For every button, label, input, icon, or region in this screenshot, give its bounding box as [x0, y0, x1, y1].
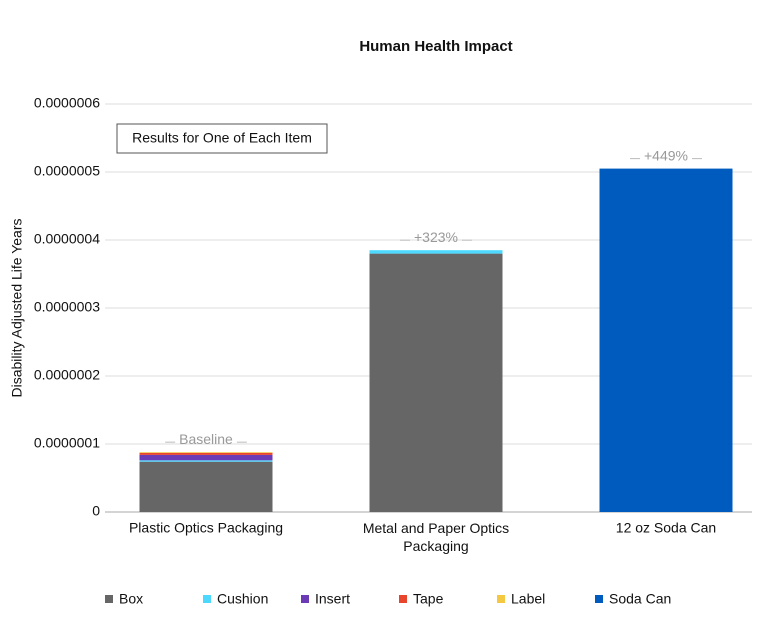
y-tick-label: 0.0000004 — [34, 231, 100, 247]
annotation: Results for One of Each Item — [132, 130, 312, 146]
y-tick-label: 0 — [92, 503, 100, 519]
bar-annotation: +449% — [644, 147, 688, 163]
legend-label: Label — [511, 591, 545, 607]
bar-segment — [139, 461, 273, 512]
legend-swatch — [301, 595, 309, 603]
y-tick-label: 0.0000003 — [34, 299, 100, 315]
y-tick-label: 0.0000002 — [34, 367, 100, 383]
bar-segment — [139, 460, 273, 462]
legend-swatch — [595, 595, 603, 603]
annotation-box — [116, 123, 328, 154]
legend-label: Soda Can — [609, 591, 671, 607]
bar-annotation: Baseline — [179, 431, 233, 447]
chart-title: Human Health Impact — [359, 38, 512, 55]
legend-swatch — [497, 595, 505, 603]
bar-segment — [139, 452, 273, 453]
bar-segment — [369, 253, 503, 512]
y-axis-label: Disability Adjusted Life Years — [9, 219, 25, 398]
bar-segment — [599, 168, 733, 512]
x-tick-label: Plastic Optics Packaging — [129, 520, 283, 536]
legend-label: Tape — [413, 591, 444, 607]
legend-swatch — [399, 595, 407, 603]
y-tick-label: 0.0000006 — [34, 95, 100, 111]
x-tick-label: 12 oz Soda Can — [616, 520, 716, 536]
bar-segment — [369, 250, 503, 254]
legend-label: Cushion — [217, 591, 268, 607]
legend-label: Box — [119, 591, 143, 607]
legend-label: Insert — [315, 591, 350, 607]
bar-segment — [139, 452, 273, 455]
legend-swatch — [105, 595, 113, 603]
y-tick-label: 0.0000001 — [34, 435, 100, 451]
x-tick-label: Metal and Paper Optics Packaging — [363, 520, 509, 554]
legend-swatch — [203, 595, 211, 603]
y-tick-label: 0.0000005 — [34, 163, 100, 179]
bar-annotation: +323% — [414, 229, 458, 245]
bar-segment — [139, 454, 273, 461]
